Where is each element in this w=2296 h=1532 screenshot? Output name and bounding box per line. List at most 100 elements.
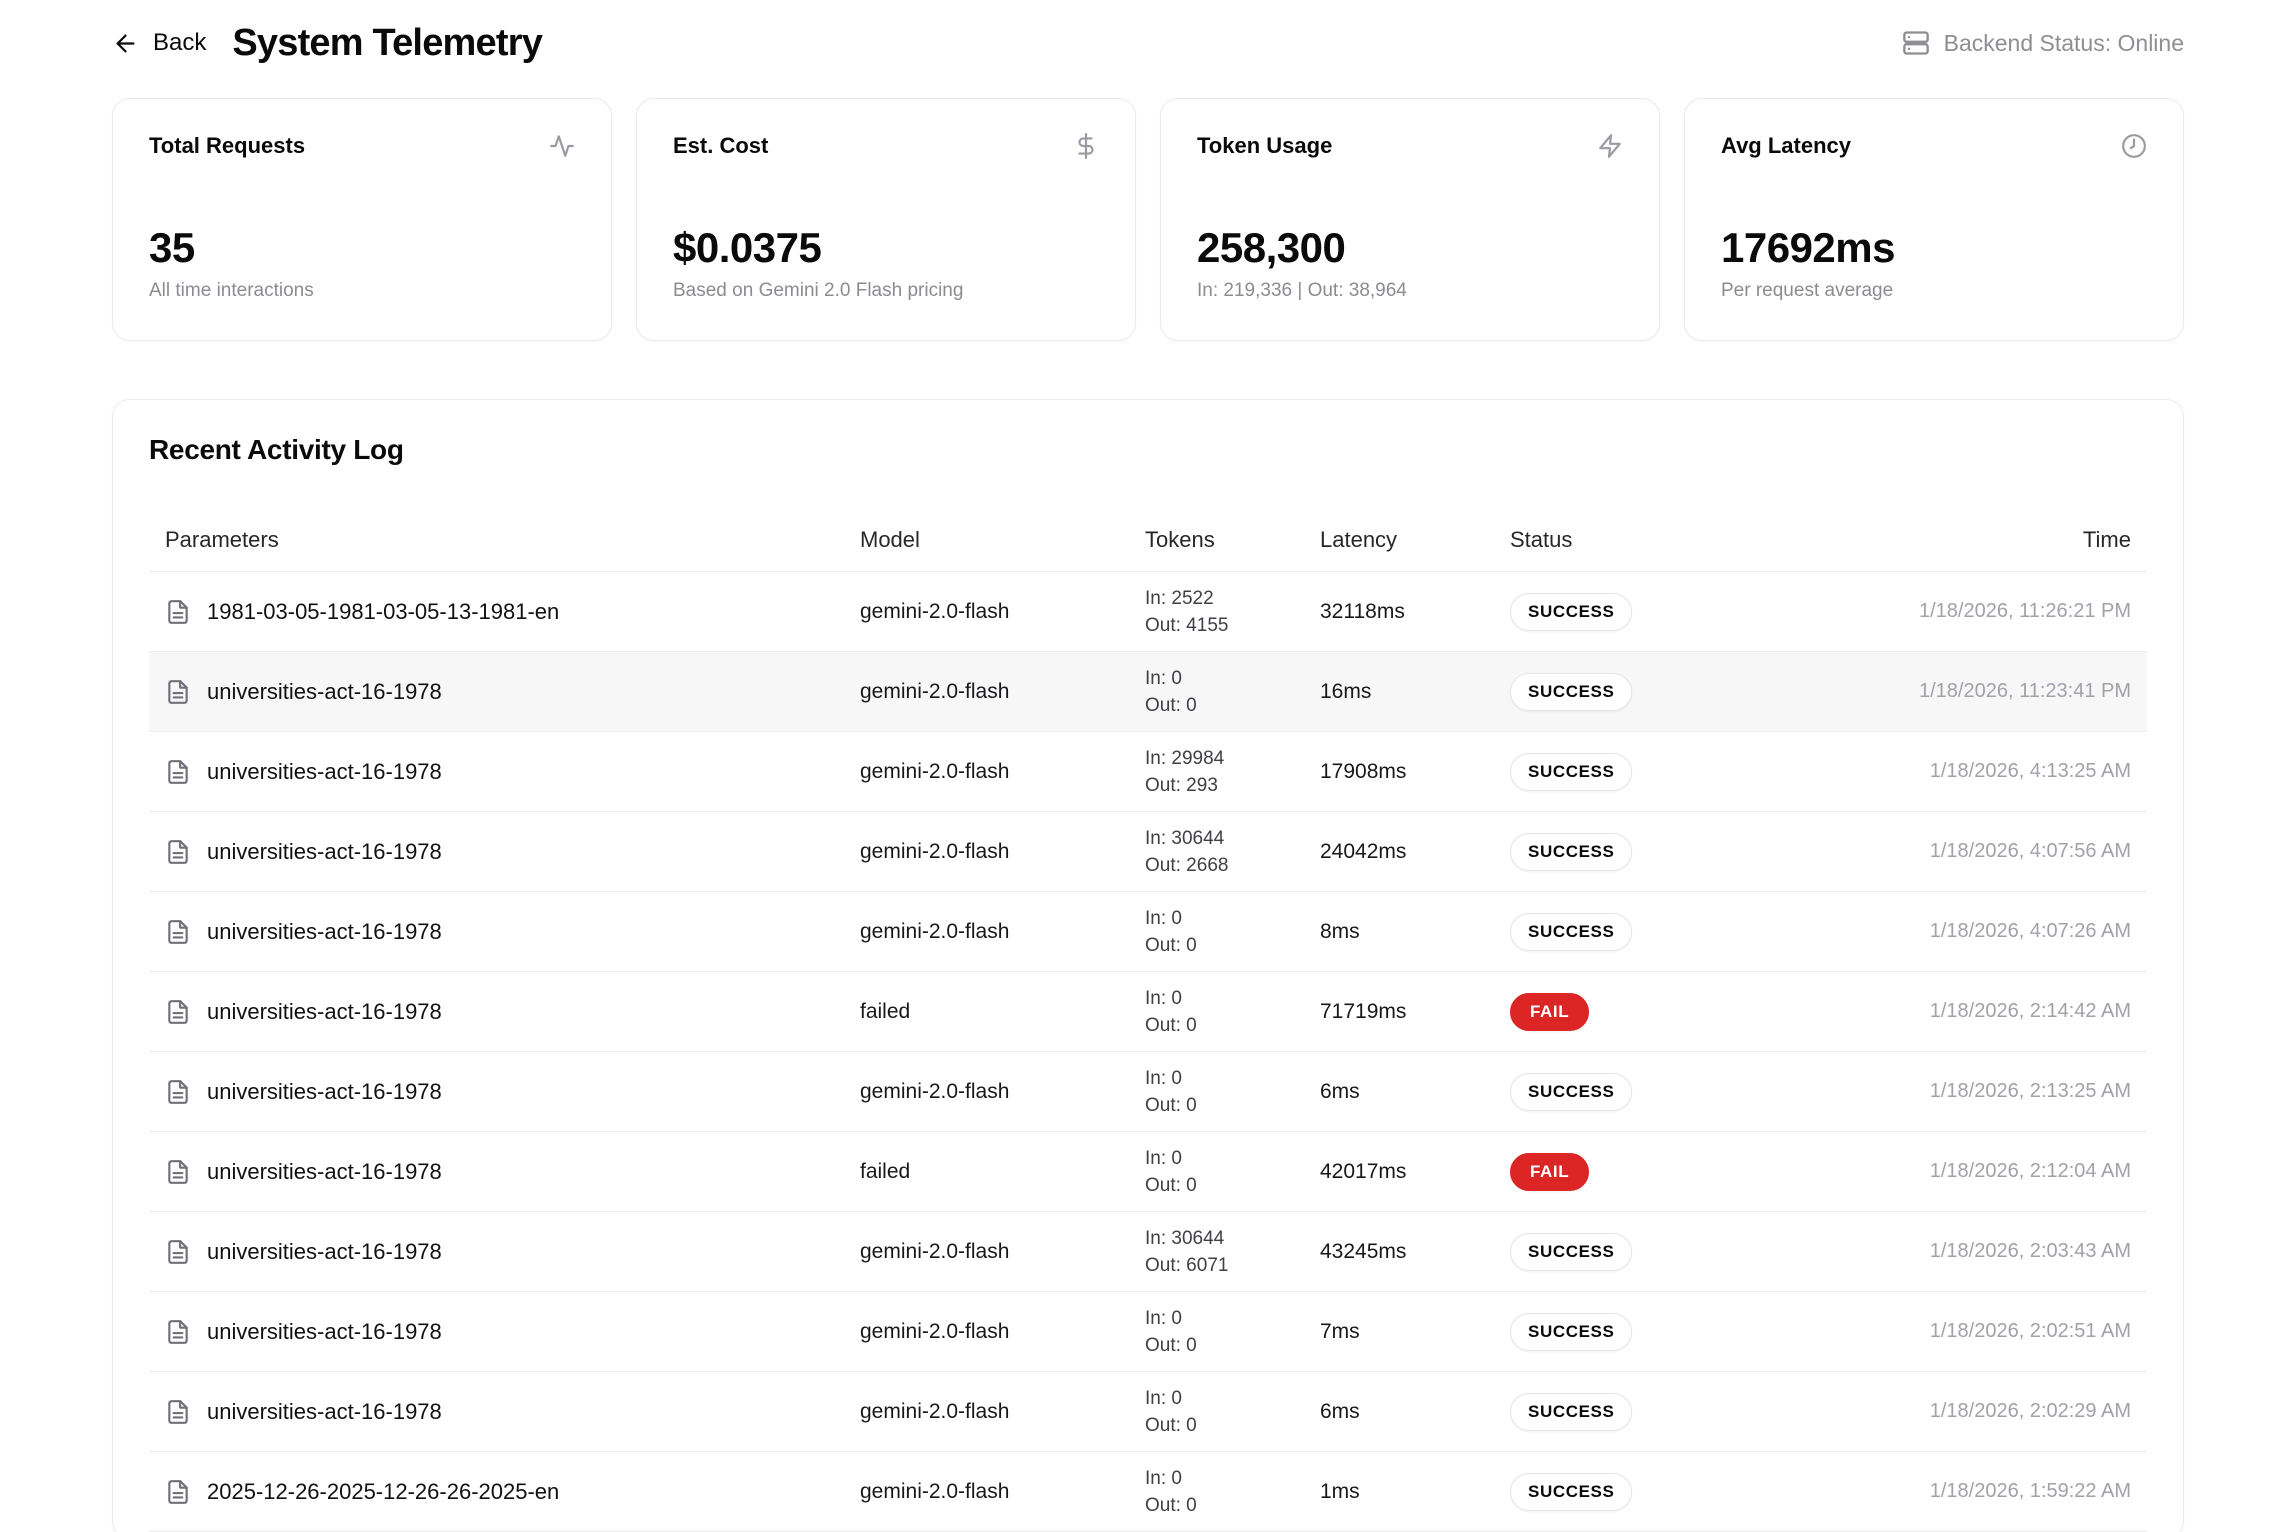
row-model: gemini-2.0-flash (860, 839, 1010, 863)
file-text-icon (165, 1079, 191, 1105)
row-time: 1/18/2026, 4:07:56 AM (1929, 840, 2131, 862)
status-badge: SUCCESS (1510, 912, 1633, 951)
table-row[interactable]: universities-act-16-1978 gemini-2.0-flas… (149, 892, 2147, 972)
row-tokens-out: Out: 0 (1145, 1494, 1197, 1516)
row-model: failed (860, 999, 911, 1023)
row-tokens-in: In: 30644 (1145, 827, 1225, 849)
row-tokens: In: 0 Out: 0 (1145, 1385, 1320, 1439)
file-text-icon (165, 839, 191, 865)
table-row[interactable]: 2025-12-26-2025-12-26-26-2025-en gemini-… (149, 1452, 2147, 1532)
stats-row: Total Requests 35 All time interactions … (112, 98, 2184, 341)
file-text-icon (165, 919, 191, 945)
row-tokens-out: Out: 0 (1145, 694, 1197, 716)
stat-card-avg-latency: Avg Latency 17692ms Per request average (1684, 98, 2184, 341)
stat-card-total-requests: Total Requests 35 All time interactions (112, 98, 612, 341)
table-row[interactable]: 1981-03-05-1981-03-05-13-1981-en gemini-… (149, 572, 2147, 652)
table-row[interactable]: universities-act-16-1978 gemini-2.0-flas… (149, 732, 2147, 812)
table-row[interactable]: universities-act-16-1978 gemini-2.0-flas… (149, 1372, 2147, 1452)
row-parameters: universities-act-16-1978 (207, 1158, 442, 1184)
row-tokens-out: Out: 6071 (1145, 1254, 1229, 1276)
row-tokens-out: Out: 0 (1145, 1334, 1197, 1356)
table-row[interactable]: universities-act-16-1978 gemini-2.0-flas… (149, 652, 2147, 732)
row-time: 1/18/2026, 2:03:43 AM (1929, 1240, 2131, 1262)
row-tokens: In: 0 Out: 0 (1145, 905, 1320, 959)
table-row[interactable]: universities-act-16-1978 failed In: 0 Ou… (149, 972, 2147, 1052)
zap-icon (1597, 133, 1623, 164)
stat-value: 35 (149, 224, 195, 271)
activity-log-card: Recent Activity Log Parameters Model Tok… (112, 399, 2184, 1532)
stat-label: Token Usage (1197, 133, 1333, 158)
row-model: failed (860, 1159, 911, 1183)
row-time: 1/18/2026, 11:23:41 PM (1918, 680, 2131, 702)
page-title: System Telemetry (232, 21, 543, 64)
table-row[interactable]: universities-act-16-1978 gemini-2.0-flas… (149, 1212, 2147, 1292)
row-tokens-out: Out: 0 (1145, 1094, 1197, 1116)
row-parameters: universities-act-16-1978 (207, 678, 442, 704)
row-latency: 17908ms (1320, 759, 1407, 783)
row-parameters: universities-act-16-1978 (207, 1078, 442, 1104)
status-badge: FAIL (1510, 1152, 1590, 1191)
stat-card-token-usage: Token Usage 258,300 In: 219,336 | Out: 3… (1160, 98, 1660, 341)
file-text-icon (165, 1239, 191, 1265)
row-time: 1/18/2026, 2:02:29 AM (1929, 1400, 2131, 1422)
row-tokens: In: 0 Out: 0 (1145, 1465, 1320, 1519)
file-text-icon (165, 679, 191, 705)
file-text-icon (165, 1159, 191, 1185)
stat-subtitle: Per request average (1721, 280, 1894, 301)
row-latency: 16ms (1320, 679, 1372, 703)
row-model: gemini-2.0-flash (860, 759, 1010, 783)
stat-value: 17692ms (1721, 224, 1896, 271)
status-badge: FAIL (1510, 992, 1590, 1031)
stat-label: Avg Latency (1721, 133, 1852, 158)
status-badge: SUCCESS (1510, 672, 1633, 711)
row-model: gemini-2.0-flash (860, 679, 1010, 703)
stat-subtitle: In: 219,336 | Out: 38,964 (1197, 280, 1407, 301)
table-row[interactable]: universities-act-16-1978 failed In: 0 Ou… (149, 1132, 2147, 1212)
file-text-icon (165, 999, 191, 1025)
activity-log-title: Recent Activity Log (149, 434, 404, 465)
row-tokens-in: In: 0 (1145, 1147, 1182, 1169)
row-model: gemini-2.0-flash (860, 919, 1010, 943)
col-header-parameters: Parameters (165, 526, 279, 552)
row-tokens: In: 0 Out: 0 (1145, 1145, 1320, 1199)
row-tokens-in: In: 0 (1145, 907, 1182, 929)
row-tokens-out: Out: 2668 (1145, 854, 1229, 876)
back-button[interactable]: Back (112, 29, 206, 57)
stat-subtitle: All time interactions (149, 280, 314, 301)
table-row[interactable]: universities-act-16-1978 gemini-2.0-flas… (149, 1052, 2147, 1132)
row-model: gemini-2.0-flash (860, 1239, 1010, 1263)
row-tokens-out: Out: 0 (1145, 1174, 1197, 1196)
file-text-icon (165, 1479, 191, 1505)
stat-label: Est. Cost (673, 133, 769, 158)
file-text-icon (165, 599, 191, 625)
row-parameters: universities-act-16-1978 (207, 1318, 442, 1344)
row-tokens-in: In: 0 (1145, 1067, 1182, 1089)
table-row[interactable]: universities-act-16-1978 gemini-2.0-flas… (149, 1292, 2147, 1372)
table-row[interactable]: universities-act-16-1978 gemini-2.0-flas… (149, 812, 2147, 892)
row-time: 1/18/2026, 2:02:51 AM (1929, 1320, 2131, 1342)
row-time: 1/18/2026, 1:59:22 AM (1929, 1480, 2131, 1502)
arrow-left-icon (112, 30, 139, 57)
dollar-icon (1073, 133, 1099, 164)
status-badge: SUCCESS (1510, 752, 1633, 791)
status-badge: SUCCESS (1510, 592, 1633, 631)
row-tokens-out: Out: 0 (1145, 1014, 1197, 1036)
col-header-model: Model (860, 526, 920, 552)
row-time: 1/18/2026, 2:13:25 AM (1929, 1080, 2131, 1102)
row-latency: 43245ms (1320, 1239, 1407, 1263)
row-latency: 6ms (1320, 1399, 1360, 1423)
row-tokens: In: 0 Out: 0 (1145, 985, 1320, 1039)
stat-card-est-cost: Est. Cost $0.0375 Based on Gemini 2.0 Fl… (636, 98, 1136, 341)
row-time: 1/18/2026, 2:12:04 AM (1929, 1160, 2131, 1182)
row-model: gemini-2.0-flash (860, 1079, 1010, 1103)
row-tokens-out: Out: 293 (1145, 774, 1218, 796)
row-latency: 32118ms (1320, 599, 1405, 623)
row-time: 1/18/2026, 4:13:25 AM (1929, 760, 2131, 782)
clock-icon (2121, 133, 2147, 164)
row-model: gemini-2.0-flash (860, 1319, 1010, 1343)
row-parameters: universities-act-16-1978 (207, 1398, 442, 1424)
status-badge: SUCCESS (1510, 1312, 1633, 1351)
row-latency: 1ms (1320, 1479, 1360, 1503)
file-text-icon (165, 759, 191, 785)
